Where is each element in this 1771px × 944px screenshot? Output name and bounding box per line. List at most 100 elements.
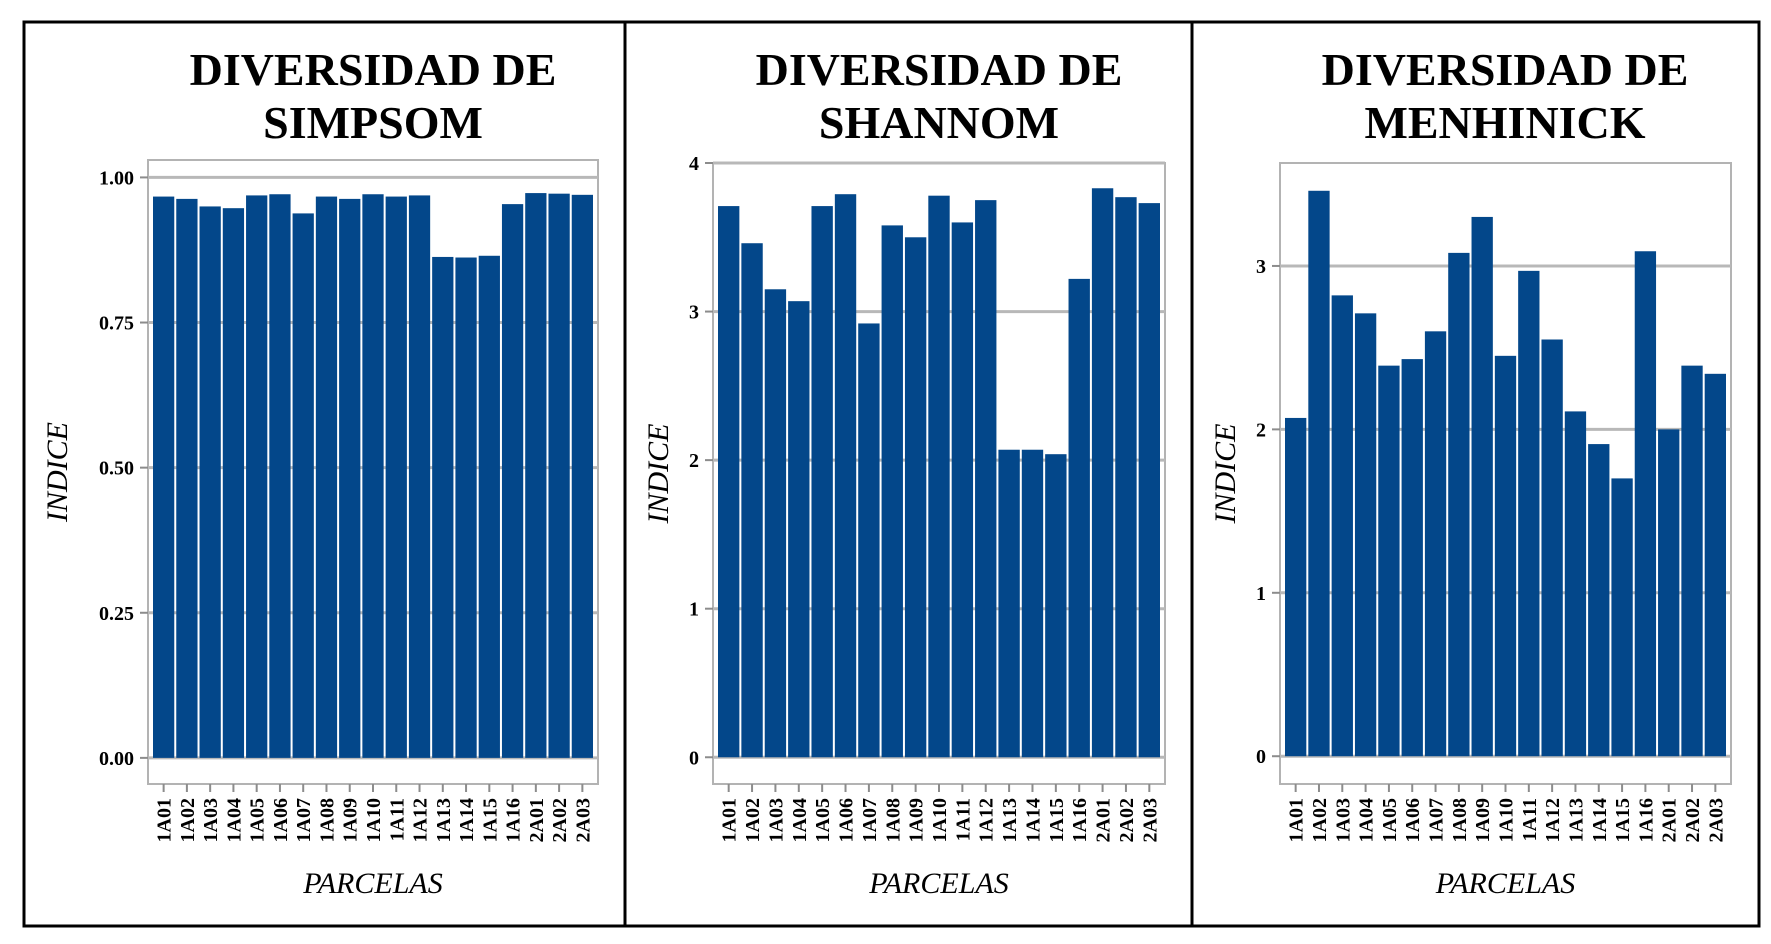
chart-title-line: SIMPSOM bbox=[263, 97, 483, 148]
x-tick-label: 1A02 bbox=[1309, 798, 1331, 842]
x-tick-label: 1A06 bbox=[836, 798, 858, 842]
x-tick-label: 1A12 bbox=[1542, 798, 1564, 842]
x-tick-label: 1A13 bbox=[433, 798, 455, 842]
bar-1A01 bbox=[153, 196, 175, 758]
bar-2A02 bbox=[548, 193, 570, 758]
x-tick-label: 2A02 bbox=[549, 798, 571, 842]
bar-1A15 bbox=[478, 255, 500, 758]
y-tick-label: 2 bbox=[1256, 419, 1266, 441]
bar-1A15 bbox=[1045, 454, 1067, 758]
y-tick-label: 4 bbox=[689, 153, 699, 175]
x-tick-label: 1A02 bbox=[742, 798, 764, 842]
x-tick-label: 1A16 bbox=[1069, 798, 1091, 842]
x-tick-label: 2A03 bbox=[1139, 798, 1161, 842]
bar-1A13 bbox=[432, 256, 454, 758]
y-tick-label: 0.00 bbox=[99, 748, 134, 770]
bar-1A06 bbox=[1401, 359, 1423, 757]
chart-title-line: SHANNOM bbox=[819, 97, 1059, 148]
x-tick-label: 1A09 bbox=[1472, 798, 1494, 842]
bar-1A10 bbox=[362, 194, 384, 758]
bar-1A04 bbox=[222, 208, 245, 758]
bar-1A12 bbox=[1541, 339, 1563, 757]
x-tick-label: 1A09 bbox=[906, 798, 928, 842]
bar-2A01 bbox=[525, 193, 547, 758]
bar-1A13 bbox=[1564, 411, 1587, 757]
panel-frame bbox=[1190, 20, 1761, 928]
x-tick-label: 1A14 bbox=[1589, 798, 1611, 842]
x-tick-label: 1A15 bbox=[479, 798, 501, 842]
bar-1A06 bbox=[269, 194, 291, 758]
bar-2A01 bbox=[1658, 429, 1680, 757]
y-tick-label: 0.25 bbox=[99, 603, 134, 625]
x-tick-label: 1A08 bbox=[882, 798, 904, 842]
x-tick-label: 1A01 bbox=[1286, 798, 1308, 842]
x-tick-label: 1A02 bbox=[177, 798, 199, 842]
y-tick-label: 3 bbox=[689, 302, 699, 324]
x-tick-label: 2A01 bbox=[1093, 798, 1115, 842]
bar-1A03 bbox=[764, 289, 787, 758]
bar-1A05 bbox=[1378, 365, 1400, 757]
x-tick-label: 1A15 bbox=[1612, 798, 1634, 842]
y-tick-label: 0 bbox=[1256, 746, 1266, 768]
x-tick-label: 1A16 bbox=[1635, 798, 1657, 842]
x-tick-label: 1A14 bbox=[456, 798, 478, 842]
x-tick-label: 1A07 bbox=[859, 798, 881, 842]
x-tick-label: 1A04 bbox=[223, 798, 245, 842]
bar-1A10 bbox=[1494, 355, 1517, 757]
bar-2A02 bbox=[1681, 365, 1703, 757]
x-tick-label: 1A04 bbox=[1356, 798, 1378, 842]
y-axis-title: INDICE bbox=[41, 422, 74, 523]
y-tick-label: 3 bbox=[1256, 256, 1266, 278]
x-tick-label: 1A06 bbox=[270, 798, 292, 842]
bar-1A11 bbox=[951, 222, 974, 758]
x-tick-label: 1A11 bbox=[386, 798, 408, 841]
x-tick-label: 2A01 bbox=[1659, 798, 1681, 842]
bar-1A08 bbox=[881, 225, 903, 758]
bar-1A03 bbox=[199, 206, 221, 758]
x-tick-label: 1A10 bbox=[363, 798, 385, 842]
x-tick-label: 1A05 bbox=[247, 798, 269, 842]
x-tick-label: 2A03 bbox=[1705, 798, 1727, 842]
bar-1A13 bbox=[998, 449, 1020, 758]
x-tick-label: 1A14 bbox=[1022, 798, 1044, 842]
chart-title-line: MENHINICK bbox=[1364, 97, 1645, 148]
bar-1A02 bbox=[1308, 190, 1330, 757]
x-tick-label: 1A07 bbox=[293, 798, 315, 842]
y-tick-label: 0.50 bbox=[99, 458, 134, 480]
x-tick-label: 1A08 bbox=[316, 798, 338, 842]
bar-2A03 bbox=[571, 194, 593, 758]
bar-1A07 bbox=[1424, 331, 1447, 757]
bar-1A11 bbox=[385, 196, 407, 758]
x-axis-title: PARCELAS bbox=[302, 867, 442, 900]
bar-2A02 bbox=[1115, 197, 1137, 758]
bar-1A04 bbox=[788, 301, 810, 758]
bar-1A09 bbox=[339, 198, 361, 758]
x-tick-label: 1A07 bbox=[1426, 798, 1448, 842]
bar-1A16 bbox=[1068, 278, 1090, 758]
bar-1A04 bbox=[1354, 313, 1377, 757]
x-tick-label: 1A01 bbox=[719, 798, 741, 842]
bar-1A11 bbox=[1518, 270, 1540, 757]
x-tick-label: 1A15 bbox=[1046, 798, 1068, 842]
bar-1A14 bbox=[1588, 444, 1610, 757]
bar-1A01 bbox=[1285, 417, 1307, 757]
x-tick-label: 1A05 bbox=[812, 798, 834, 842]
bar-1A02 bbox=[741, 243, 763, 758]
x-tick-label: 2A02 bbox=[1682, 798, 1704, 842]
x-tick-label: 1A09 bbox=[340, 798, 362, 842]
bar-1A09 bbox=[1471, 216, 1493, 757]
x-tick-label: 1A03 bbox=[765, 798, 787, 842]
x-tick-label: 2A02 bbox=[1116, 798, 1138, 842]
bar-1A07 bbox=[858, 323, 880, 758]
chart-title-line: DIVERSIDAD DE bbox=[1322, 44, 1689, 95]
y-axis-title: INDICE bbox=[642, 424, 675, 525]
bar-2A03 bbox=[1704, 373, 1726, 757]
x-tick-label: 1A11 bbox=[952, 798, 974, 841]
bar-1A06 bbox=[834, 194, 857, 758]
x-axis-title: PARCELAS bbox=[1435, 867, 1575, 900]
x-tick-label: 1A13 bbox=[999, 798, 1021, 842]
bar-1A12 bbox=[408, 195, 431, 758]
